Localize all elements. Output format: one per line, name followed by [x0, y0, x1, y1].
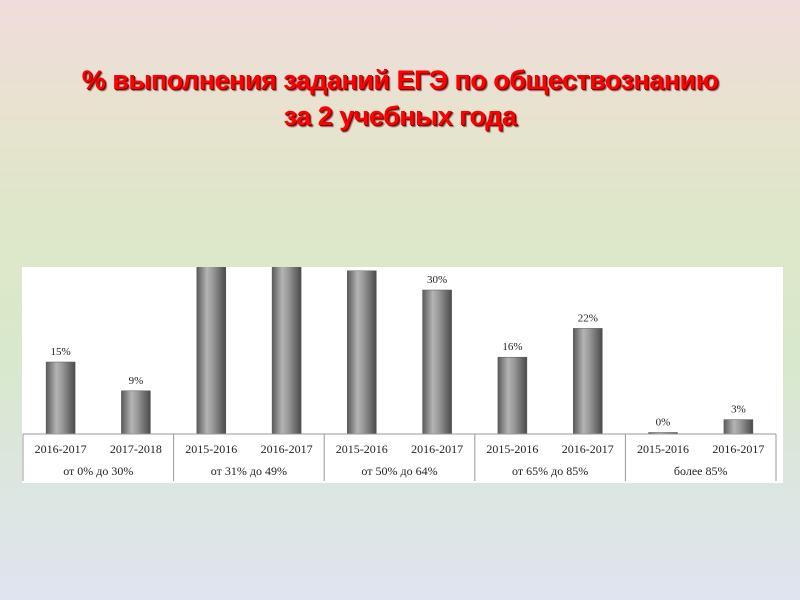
group-label-4: от 65% до 85% — [512, 464, 588, 478]
year-tick-label-3: 2015-2016 — [185, 442, 237, 456]
value-label-10: 3% — [731, 404, 746, 416]
value-label-2: 9% — [129, 375, 144, 387]
year-tick-label-10: 2016-2017 — [712, 442, 764, 456]
bar-10 — [723, 419, 754, 435]
value-labels-layer: 15%9%35%37%34%30%16%22%0%3% — [51, 274, 746, 429]
bars-layer — [45, 267, 754, 435]
group-label-1: от 0% до 30% — [63, 464, 133, 478]
year-tick-label-2: 2017-2018 — [110, 442, 162, 456]
page-title-line-1: % выполнения заданий ЕГЭ по обществознан… — [81, 65, 719, 95]
value-label-6: 30% — [427, 274, 447, 286]
year-tick-label-1: 2016-2017 — [35, 442, 87, 456]
group-label-5: более 85% — [674, 464, 728, 478]
bar-7 — [497, 356, 528, 435]
page-title: % выполнения заданий ЕГЭ по обществознан… — [0, 62, 800, 134]
bar-4 — [271, 267, 302, 435]
bar-6 — [422, 289, 452, 435]
category-axis: 2016-2017 2017-2018 2015-2016 2016-2017 2015… — [22, 433, 777, 481]
value-label-9: 0% — [656, 417, 671, 429]
group-label-2: от 31% до 49% — [211, 464, 287, 478]
bar-1 — [45, 361, 76, 435]
bar-chart: 15%9%35%37%34%30%16%22%0%3% 2016-2017201… — [22, 267, 777, 481]
year-tick-label-9: 2015-2016 — [637, 442, 689, 456]
year-tick-label-7: 2015-2016 — [486, 442, 538, 456]
page-title-line-2: за 2 учебных года — [283, 101, 517, 131]
value-label-7: 16% — [502, 341, 522, 353]
value-label-8: 22% — [578, 312, 598, 324]
year-tick-label-5: 2015-2016 — [336, 442, 388, 456]
year-tick-label-8: 2016-2017 — [562, 442, 614, 456]
bar-8 — [573, 328, 603, 435]
group-label-3: от 50% до 64% — [361, 464, 437, 478]
value-label-1: 15% — [51, 346, 71, 358]
bar-2 — [121, 390, 151, 435]
year-tick-label-6: 2016-2017 — [411, 442, 463, 456]
bar-3 — [196, 267, 227, 435]
bar-5 — [347, 270, 377, 435]
year-tick-label-4: 2016-2017 — [261, 442, 313, 456]
chart-area: 15%9%35%37%34%30%16%22%0%3% 2016-2017201… — [22, 267, 783, 483]
